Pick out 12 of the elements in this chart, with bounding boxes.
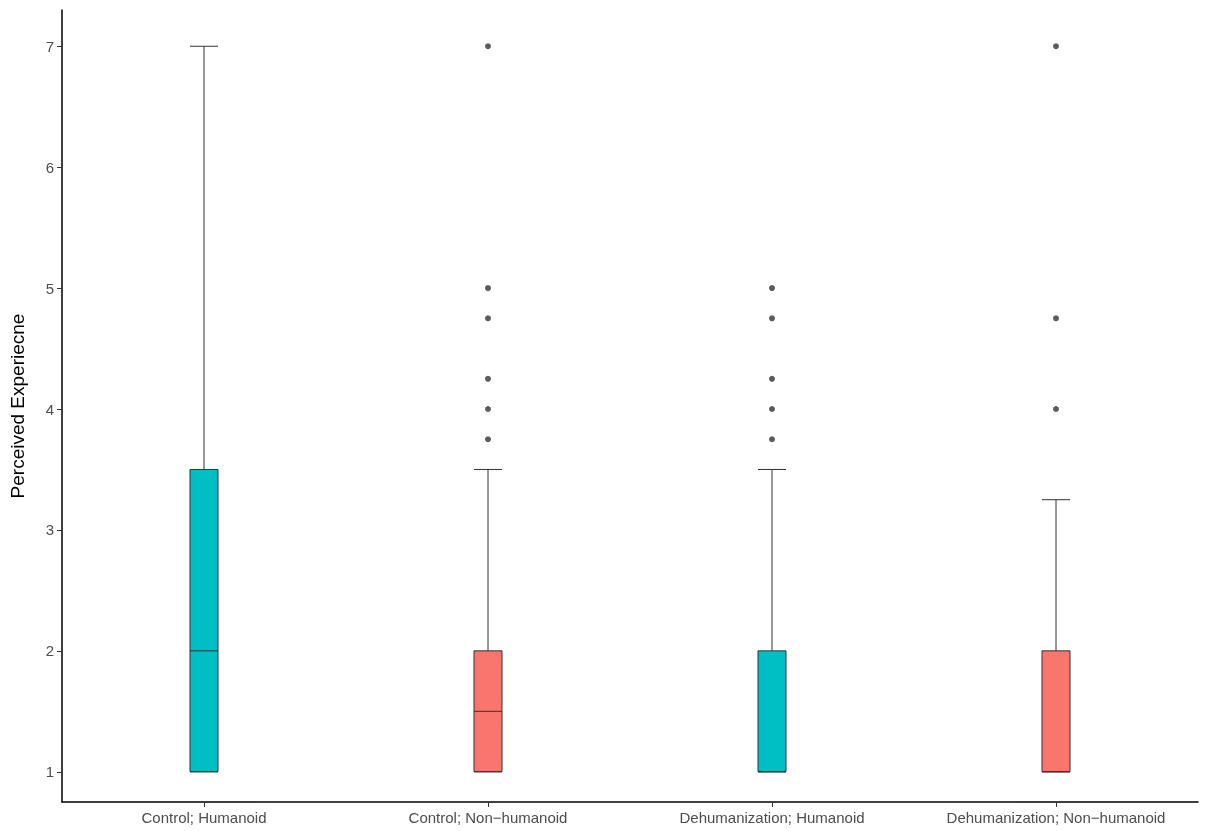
y-axis-title: Perceived Experiecne [7,313,28,499]
y-tick-label: 5 [45,279,54,297]
y-tick-label: 4 [45,400,54,418]
x-tick-label: Control; Humanoid [141,809,267,826]
y-tick-label: 7 [45,37,54,55]
x-tick-label: Control; Non−humanoid [408,809,568,826]
y-tick-label: 1 [45,763,54,781]
y-tick-label: 6 [45,158,54,176]
y-tick-label: 2 [45,642,54,660]
x-tick-label: Dehumanization; Non−humanoid [946,809,1166,826]
y-tick-label: 3 [45,521,54,539]
x-tick-label: Dehumanization; Humanoid [679,809,865,826]
